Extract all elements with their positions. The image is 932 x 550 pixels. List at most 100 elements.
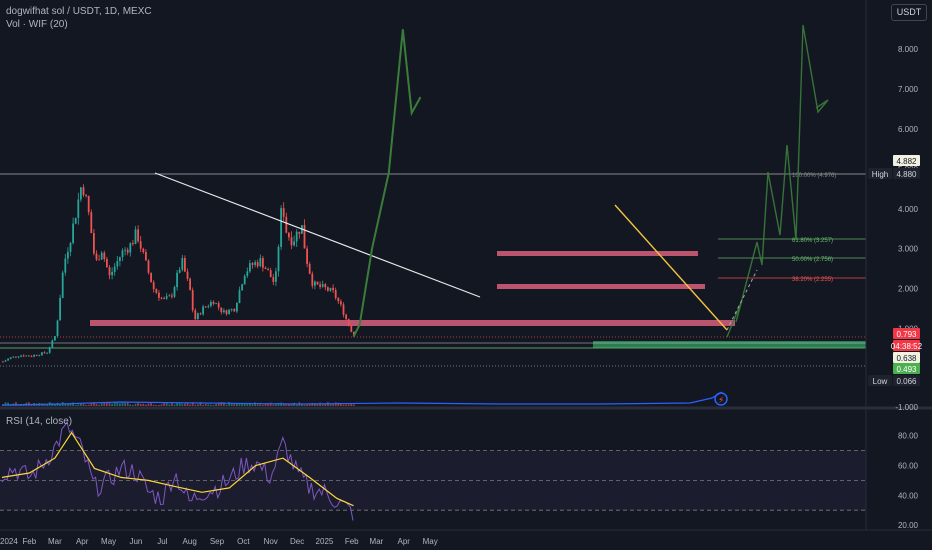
candle-body [59,297,61,321]
volume-bar [85,404,87,406]
currency-button[interactable]: USDT [891,4,927,21]
volume-bar [178,402,181,406]
chart-title: dogwifhat sol / USDT, 1D, MEXC [6,6,152,17]
event-marker [714,392,728,406]
volume-bar [69,402,72,406]
volume-bar [217,402,220,406]
candle-body [77,199,80,218]
candle-body [184,258,186,272]
drawings-layer: ⚡ [154,24,829,406]
volume-bar [119,403,121,406]
volume-bar [171,402,173,406]
volume-bar [220,402,223,406]
volume-bar [126,402,129,406]
candle-body [80,187,82,200]
time-tick: Oct [237,537,250,546]
candle-body [30,356,33,358]
candle-body [145,252,147,261]
volume-bar [189,404,191,406]
volume-bar [184,403,186,406]
candle-body [350,325,353,332]
candle-body [113,266,116,272]
candle-body [225,310,228,315]
time-tick: Mar [370,537,384,546]
candle-body [126,249,129,253]
volume-bar [207,404,210,406]
candle-body [264,267,267,270]
volume-bar [87,404,90,406]
volume-bar [223,402,225,406]
candle-body [119,257,121,262]
candle-body [303,225,306,249]
volume-bar [176,402,178,406]
price-tag-box [893,375,920,386]
volume-bar [134,403,137,406]
volume-bar [165,402,168,406]
rsi-tick: 40.00 [898,491,919,500]
candle-body [82,187,85,196]
candle-body [282,208,285,217]
candle-body [319,284,321,287]
candle-body [212,301,215,304]
candle-body [285,216,288,233]
volume-bar [155,404,158,406]
volume-bar [332,404,334,406]
time-tick: 2024 [0,537,18,546]
candle-body [2,361,4,363]
volume-bar [251,404,254,406]
volume-bar [233,404,236,406]
volume-bar [100,403,103,406]
fib-label: 100.00% (4.976) [792,173,836,179]
fib-label: 38.20% (2.255) [792,277,833,283]
candle-body [132,243,134,245]
volume-bar [77,404,80,406]
candle-body [316,281,319,285]
candle-body [64,258,67,273]
projection-dashed [726,269,758,331]
time-tick: Mar [48,537,62,546]
volume-bar [80,403,82,406]
candle-body [178,269,181,273]
candle-body [20,355,22,357]
volume-bar [158,404,160,406]
price-tag-box [893,363,920,374]
volume-bar [147,403,150,406]
candle-body [12,356,15,358]
volume-bar [30,404,33,406]
candle-body [134,229,137,245]
volume-bar [67,404,69,406]
support-zone-main [90,320,735,326]
volume-bar [129,404,132,406]
candle-body [334,290,337,299]
candle-body [22,355,25,357]
candle-body [142,248,145,253]
candle-body [204,306,207,308]
candle-body [191,290,194,311]
volume-bar [199,402,202,406]
candle-body [106,258,108,268]
volume-bar [194,404,197,406]
volume-bar [106,402,108,406]
downtrend-line-1 [154,172,481,298]
price-tag-box [893,352,920,363]
price-tick: 6.000 [898,125,919,134]
candle-body [9,357,12,359]
time-tick: Aug [183,537,197,546]
volume-bar [295,404,298,406]
volume-bar [215,404,217,406]
volume-bar [113,402,116,406]
candle-body [95,253,98,260]
volume-bar [334,402,337,406]
price-tag-value: 0.793 [896,330,917,339]
candle-body [243,275,246,285]
volume-bar [191,402,194,406]
candle-body [311,273,314,286]
candle-body [288,232,290,238]
rsi-pane [0,421,866,521]
candle-body [7,358,9,361]
candle-body [85,195,87,197]
candle-body [251,263,254,265]
candle-body [228,309,230,315]
volume-bar [256,404,259,406]
